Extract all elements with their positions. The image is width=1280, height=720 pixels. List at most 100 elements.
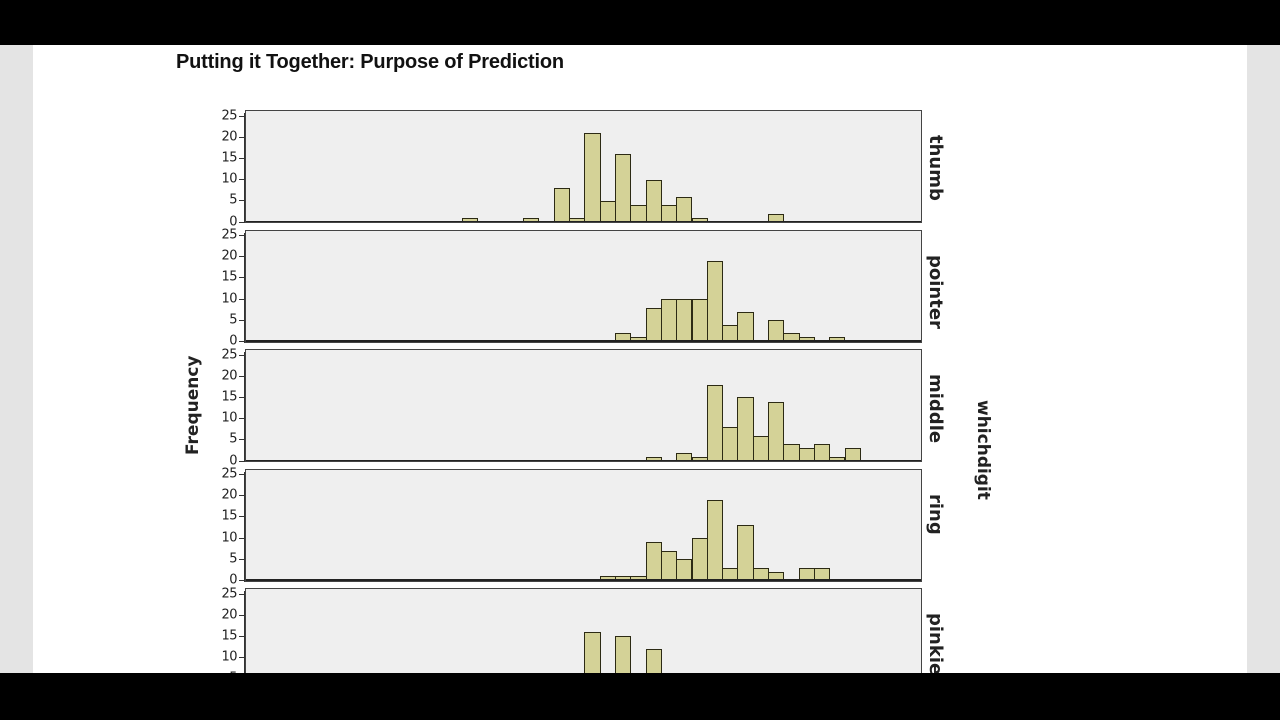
x-baseline <box>246 579 921 581</box>
y-tick-label: 0 <box>229 453 237 468</box>
y-tick-label: 15 <box>221 628 237 644</box>
y-axis-line <box>243 591 245 673</box>
y-tick <box>239 396 245 398</box>
histogram-bar <box>722 427 739 461</box>
histogram-bar <box>737 311 754 342</box>
y-tick <box>239 375 245 377</box>
histogram-bar <box>691 299 708 342</box>
y-axis-line <box>243 352 245 462</box>
y-tick-label: 15 <box>221 389 237 405</box>
y-tick-label: 20 <box>221 248 237 264</box>
slide: Putting it Together: Purpose of Predicti… <box>33 45 1247 673</box>
facet-variable-label: whichdigit <box>973 400 993 500</box>
histogram-bar <box>676 196 693 222</box>
y-tick-label: 25 <box>221 586 237 601</box>
histogram-bar <box>706 260 724 342</box>
x-baseline <box>246 220 921 222</box>
facet-label-pinkie: pinkie <box>925 613 946 673</box>
histogram-bar <box>752 435 769 461</box>
y-tick-label: 25 <box>221 227 237 243</box>
y-tick <box>239 418 245 420</box>
y-tick <box>239 354 245 356</box>
y-tick <box>239 341 245 342</box>
histogram-bar <box>737 397 754 461</box>
histogram-bar <box>584 632 601 673</box>
y-tick <box>239 277 245 279</box>
histogram-bar <box>691 217 708 222</box>
y-tick <box>239 221 245 223</box>
y-tick-label: 10 <box>221 530 237 546</box>
y-tick <box>239 558 245 560</box>
y-tick <box>239 235 245 236</box>
histogram-bar <box>798 337 815 342</box>
y-tick-label: 20 <box>221 607 237 623</box>
histogram-bar <box>523 217 540 222</box>
y-tick-label: 15 <box>221 150 237 166</box>
y-axis-ring: 0 5 10 15 20 25 <box>205 467 245 588</box>
histogram-bar <box>768 572 785 581</box>
y-axis-line <box>243 232 245 343</box>
y-tick <box>239 157 245 159</box>
y-tick-label: 25 <box>221 347 237 362</box>
y-tick-label: 10 <box>221 291 237 307</box>
y-tick <box>239 580 245 581</box>
histogram-panel-ring <box>245 468 922 582</box>
slide-title: Putting it Together: Purpose of Predicti… <box>176 51 564 73</box>
y-tick <box>239 460 245 462</box>
histogram-bar <box>584 132 601 222</box>
y-tick <box>239 256 245 258</box>
histogram-bar <box>599 200 616 222</box>
y-tick-label: 0 <box>229 572 237 588</box>
histogram-bar <box>645 649 662 673</box>
histogram-bar <box>691 538 708 581</box>
histogram-bar <box>768 213 785 222</box>
histogram-bar <box>645 542 662 581</box>
y-tick <box>239 298 245 300</box>
y-tick-label: 10 <box>221 649 237 665</box>
y-tick-label: 10 <box>221 171 237 187</box>
y-tick <box>239 537 245 539</box>
histogram-bar <box>660 205 678 222</box>
histogram-bar <box>615 636 632 673</box>
y-tick <box>239 635 245 637</box>
x-baseline <box>246 459 921 461</box>
y-tick <box>239 495 245 497</box>
histogram-bar <box>676 299 693 342</box>
y-tick-label: 0 <box>229 333 237 349</box>
y-tick <box>239 136 245 138</box>
histogram-bar <box>706 499 724 581</box>
y-tick <box>239 115 245 117</box>
histogram-bar <box>737 525 754 581</box>
histogram-bar <box>645 456 662 461</box>
y-tick <box>239 474 245 475</box>
y-tick-label: 5 <box>229 551 237 567</box>
histogram-panel-middle <box>245 349 922 462</box>
histogram-bar <box>813 444 831 461</box>
histogram-panel-pinkie <box>245 588 922 673</box>
histogram-bar <box>676 559 693 581</box>
x-baseline <box>246 340 921 342</box>
y-axis-label: Frequency <box>183 355 203 455</box>
y-tick-label: 0 <box>229 214 237 229</box>
histogram-panel-pointer <box>245 229 922 343</box>
y-axis-thumb: 0 5 10 15 20 25 <box>205 108 245 229</box>
y-tick <box>239 657 245 659</box>
histogram-bar <box>768 320 785 342</box>
y-tick-label: 5 <box>229 431 237 447</box>
y-tick <box>239 516 245 518</box>
histogram-bar <box>660 550 678 581</box>
y-tick-label: 5 <box>229 671 237 673</box>
histogram-bar <box>660 299 678 342</box>
histogram-bar <box>645 307 662 342</box>
y-tick <box>239 179 245 181</box>
y-tick <box>239 439 245 441</box>
y-tick-label: 20 <box>221 129 237 145</box>
histogram-bar <box>783 444 800 461</box>
y-tick <box>239 593 245 595</box>
histogram-bar <box>462 217 479 222</box>
y-tick <box>239 200 245 202</box>
histogram-bar <box>645 179 662 222</box>
histogram-bar <box>630 205 647 222</box>
y-axis-line <box>243 471 245 582</box>
